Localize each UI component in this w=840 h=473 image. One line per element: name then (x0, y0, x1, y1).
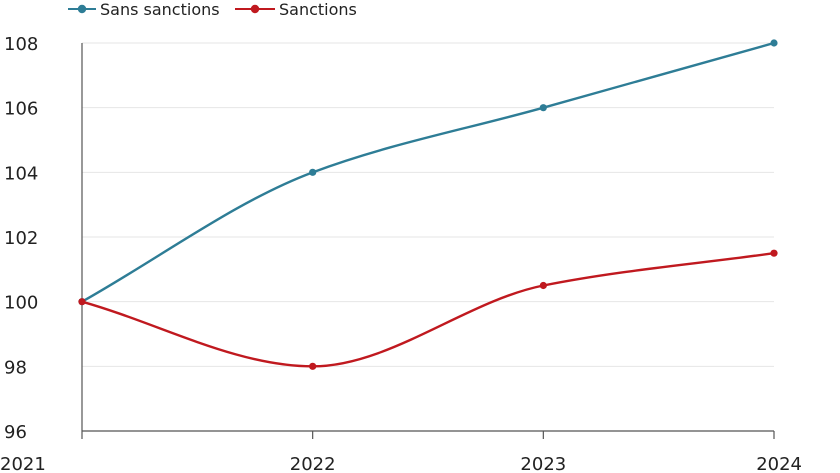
data-point (770, 249, 778, 257)
data-point (539, 281, 547, 290)
legend: Sans sanctions Sanctions (68, 0, 357, 19)
data-point (309, 362, 317, 370)
series-layer (78, 39, 778, 370)
y-tick-label: 104 (4, 163, 38, 184)
y-tick-label: 106 (4, 99, 38, 120)
legend-label: Sanctions (279, 0, 357, 19)
data-point (770, 39, 778, 47)
x-tick-label: 2024 (756, 454, 802, 473)
x-tick-label: 2022 (290, 454, 336, 473)
y-tick-label: 96 (4, 422, 27, 443)
data-point (539, 104, 547, 112)
x-tick-label: 2023 (520, 454, 566, 473)
y-tick-label: 102 (4, 228, 38, 249)
legend-item: Sans sanctions (68, 0, 220, 19)
y-tick-label: 98 (4, 357, 27, 378)
legend-swatch-marker (77, 4, 87, 14)
y-tick-label: 108 (4, 34, 38, 55)
axes: 96 98 100 102 104 106 108 2021 2022 2023 2024 (0, 34, 802, 473)
series-1 (78, 249, 778, 370)
data-point (78, 298, 86, 306)
series-line (81, 41, 775, 303)
legend-item: Sanctions (235, 0, 357, 19)
series-line (81, 251, 775, 368)
x-tick-label: 2021 (0, 454, 46, 473)
data-point (309, 168, 317, 176)
legend-label: Sans sanctions (100, 0, 220, 19)
y-tick-label: 100 (4, 293, 38, 314)
gridlines (82, 42, 774, 367)
legend-swatch-marker (250, 4, 260, 14)
